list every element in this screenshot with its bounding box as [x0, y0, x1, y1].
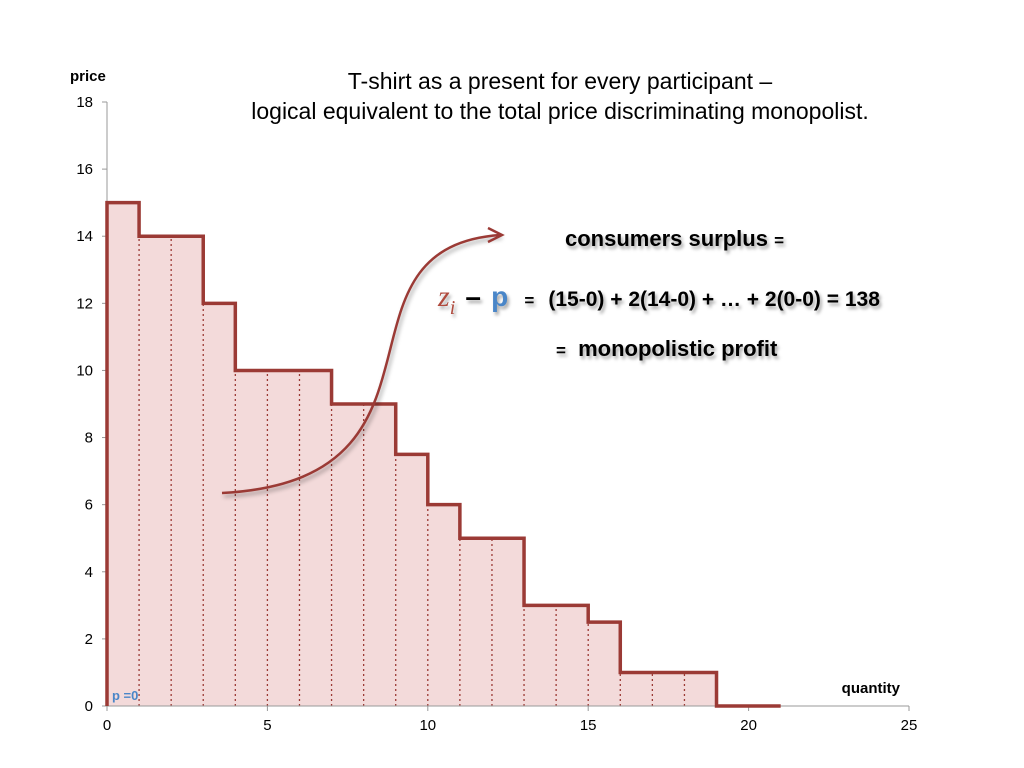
x-tick-label: 10: [419, 717, 436, 734]
x-tick-label: 20: [740, 717, 757, 734]
y-tick-label: 16: [76, 161, 93, 178]
y-tick-label: 10: [76, 362, 93, 379]
slide-title: T-shirt as a present for every participa…: [150, 66, 970, 126]
y-tick-label: 0: [85, 698, 93, 715]
title-line-2: logical equivalent to the total price di…: [251, 98, 869, 124]
x-tick-label: 15: [580, 717, 597, 734]
cs-equals: =: [774, 231, 785, 250]
p-symbol: p: [491, 281, 509, 312]
unit-dividers: [138, 236, 686, 706]
minus-sign: –: [465, 281, 481, 312]
y-tick-label: 2: [85, 631, 93, 648]
cs-label: consumers surplus: [565, 226, 768, 251]
arrow-head-icon: [487, 226, 505, 244]
consumer-surplus-heading: consumers surplus =: [565, 226, 784, 252]
y-axis-title: price: [70, 68, 106, 85]
price-line-label: p =0: [112, 688, 138, 703]
surplus-fill: [107, 202, 781, 706]
profit-line: = monopolistic profit: [556, 336, 777, 362]
profit-label: monopolistic profit: [578, 336, 778, 361]
z-subscript: i: [449, 297, 456, 319]
surplus-area: [107, 202, 781, 706]
x-axis-title: quantity: [842, 680, 901, 697]
title-line-1: T-shirt as a present for every participa…: [347, 68, 773, 94]
formula-equals: =: [524, 291, 535, 310]
y-tick-label: 6: [85, 497, 93, 514]
formula-text: (15-0) + 2(14-0) + … + 2(0-0) = 138: [548, 288, 880, 311]
y-tick-label: 4: [85, 564, 93, 581]
step-line: [105, 200, 781, 708]
z-symbol: z: [438, 280, 450, 313]
x-tick-label: 25: [901, 717, 918, 734]
x-tick-label: 5: [263, 717, 271, 734]
y-tick-label: 18: [76, 94, 93, 111]
curved-arrow-icon: [221, 233, 501, 495]
x-tick-label: 0: [103, 717, 111, 734]
y-tick-label: 14: [76, 228, 93, 245]
axis-labels: 0 2 4 6 8 10 12 14 16 18 0 5 10 15 20 25 price quantity p …: [70, 68, 917, 734]
surplus-formula: zi – p = (15-0) + 2(14-0) + … + 2(0-0) =…: [438, 280, 880, 319]
y-tick-label: 12: [76, 295, 93, 312]
profit-equals: =: [556, 341, 566, 360]
step-series: [105, 200, 781, 708]
y-tick-label: 8: [85, 430, 93, 447]
